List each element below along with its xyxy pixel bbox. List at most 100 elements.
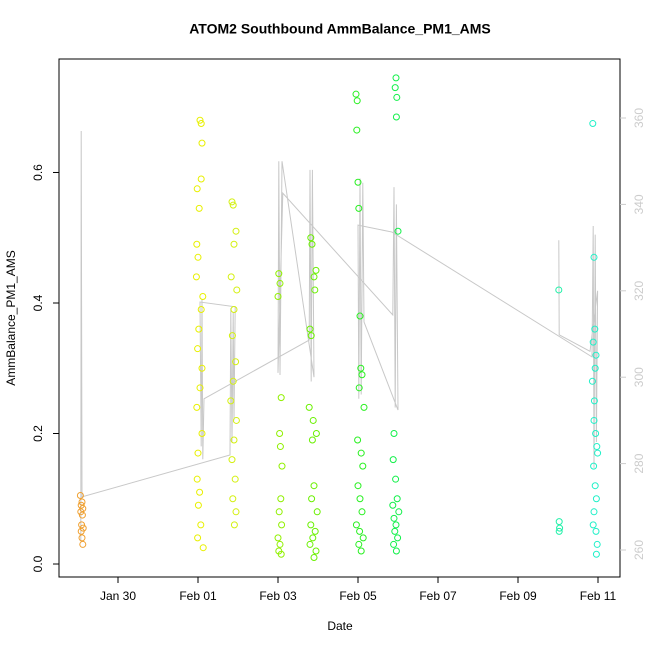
data-point: [277, 550, 285, 558]
data-point: [307, 332, 315, 340]
data-point: [393, 93, 401, 101]
data-point: [228, 332, 236, 340]
data-point: [77, 501, 85, 509]
data-point: [313, 508, 321, 516]
data-point: [356, 527, 364, 535]
data-point: [390, 514, 398, 522]
data-point: [392, 547, 400, 555]
data-point: [355, 540, 363, 548]
data-point: [277, 495, 285, 503]
data-point: [589, 120, 597, 128]
y2-tick-label: 320: [632, 280, 646, 300]
data-point: [591, 482, 599, 490]
data-point: [78, 498, 86, 506]
data-point: [312, 266, 320, 274]
data-point: [356, 495, 364, 503]
data-point: [195, 204, 203, 212]
data-point: [196, 488, 204, 496]
data-point: [592, 495, 600, 503]
data-point: [306, 540, 314, 548]
data-point: [192, 273, 200, 281]
data-point: [197, 521, 205, 529]
data-point: [393, 495, 401, 503]
data-point: [198, 139, 206, 147]
data-point: [77, 508, 85, 516]
data-point: [308, 495, 316, 503]
data-point: [392, 521, 400, 529]
data-point: [309, 534, 317, 542]
data-point: [232, 358, 240, 366]
data-point: [197, 175, 205, 183]
data-point: [352, 90, 360, 98]
data-point: [230, 521, 238, 529]
data-point: [310, 273, 318, 281]
data-point: [592, 527, 600, 535]
data-point: [312, 547, 320, 555]
data-point: [227, 273, 235, 281]
data-point: [358, 371, 366, 379]
x-tick-label: Feb 09: [499, 589, 537, 603]
data-point: [275, 270, 283, 278]
data-point: [594, 449, 602, 457]
data-point: [591, 364, 599, 372]
x-tick-label: Feb 07: [419, 589, 457, 603]
data-point: [395, 508, 403, 516]
data-point: [359, 534, 367, 542]
data-point: [198, 430, 206, 438]
data-point: [277, 394, 285, 402]
data-point: [194, 449, 202, 457]
data-point: [230, 436, 238, 444]
data-point: [306, 325, 314, 333]
data-point: [276, 430, 284, 438]
data-point: [307, 234, 315, 242]
x-tick-label: Jan 30: [100, 589, 136, 603]
data-point: [229, 377, 237, 385]
data-point: [194, 501, 202, 509]
y-tick-label: 0.0: [31, 555, 45, 572]
data-point: [232, 416, 240, 424]
data-point: [231, 475, 239, 483]
data-point: [232, 227, 240, 235]
data-point: [311, 527, 319, 535]
data-point: [274, 292, 282, 300]
data-point: [194, 345, 202, 353]
data-point: [275, 508, 283, 516]
data-point: [360, 403, 368, 411]
data-point: [276, 443, 284, 451]
data-point: [196, 116, 204, 124]
data-point: [276, 279, 284, 287]
data-point: [589, 338, 597, 346]
data-point: [310, 482, 318, 490]
data-point: [354, 178, 362, 186]
y2-tick-label: 340: [632, 194, 646, 214]
data-point: [229, 201, 237, 209]
data-point: [193, 240, 201, 248]
data-point: [310, 553, 318, 561]
y-tick-label: 0.4: [31, 294, 45, 311]
x-tick-label: Feb 05: [339, 589, 377, 603]
data-point: [394, 534, 402, 542]
data-point: [590, 253, 598, 261]
data-point: [359, 462, 367, 470]
data-point: [555, 527, 563, 535]
data-point: [352, 521, 360, 529]
data-point: [354, 436, 362, 444]
data-point: [194, 253, 202, 261]
data-point: [308, 436, 316, 444]
data-point: [278, 462, 286, 470]
data-point: [79, 540, 87, 548]
x-tick-label: Feb 03: [259, 589, 297, 603]
data-point: [194, 534, 202, 542]
data-point: [357, 547, 365, 555]
data-point: [229, 495, 237, 503]
data-point: [193, 185, 201, 193]
data-point: [593, 443, 601, 451]
data-point: [230, 306, 238, 314]
x-tick-label: Feb 11: [580, 589, 617, 603]
data-point: [309, 416, 317, 424]
data-point: [312, 430, 320, 438]
y2-tick-label: 260: [632, 540, 646, 560]
data-point: [389, 501, 397, 509]
data-point: [355, 384, 363, 392]
